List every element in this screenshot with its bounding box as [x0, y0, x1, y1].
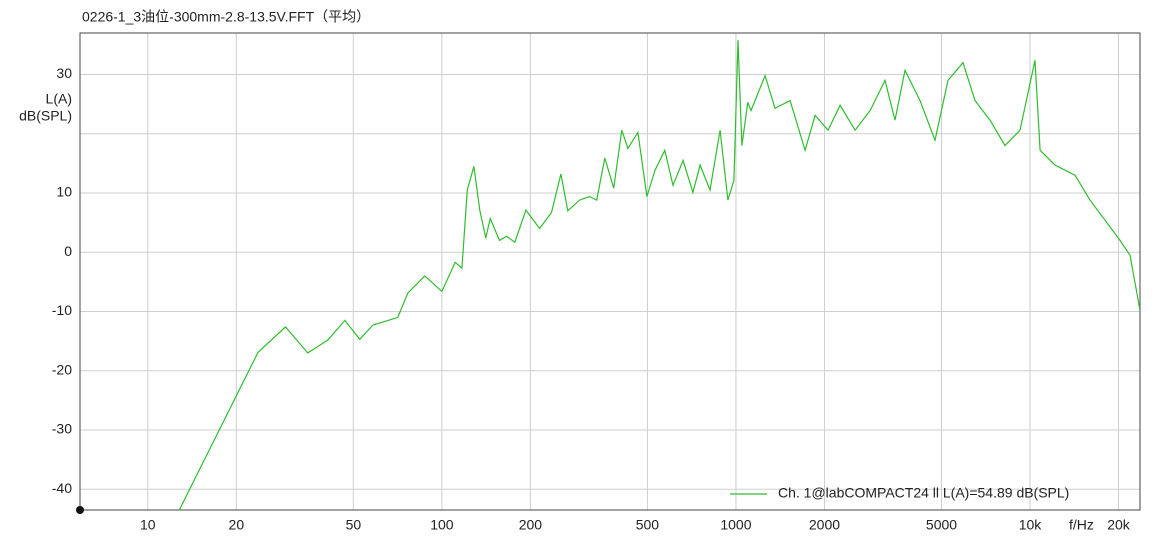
x-tick-label: 5000 — [926, 517, 957, 533]
y-tick-label: 0 — [64, 243, 72, 259]
x-tick-label: 500 — [636, 517, 660, 533]
y-axis-label: dB(SPL) — [19, 108, 72, 124]
x-axis-label: f/Hz — [1069, 517, 1094, 533]
legend-label: Ch. 1@labCOMPACT24 ll L(A)=54.89 dB(SPL) — [778, 485, 1069, 501]
x-tick-label: 2000 — [809, 517, 840, 533]
x-tick-label: 1000 — [720, 517, 751, 533]
y-axis-label: L(A) — [46, 91, 72, 107]
x-tick-label: 10k — [1019, 517, 1043, 533]
chart-title: 0226-1_3油位-300mm-2.8-13.5V.FFT（平均） — [82, 9, 370, 25]
x-tick-label: 50 — [346, 517, 362, 533]
y-tick-label: -20 — [52, 361, 72, 377]
x-tick-label: 20 — [229, 517, 245, 533]
y-tick-label: 10 — [56, 184, 72, 200]
x-tick-label: 10 — [140, 517, 156, 533]
y-tick-label: -40 — [52, 480, 72, 496]
x-tick-label: 100 — [430, 517, 454, 533]
origin-dot — [76, 506, 84, 514]
y-tick-label: -30 — [52, 421, 72, 437]
x-tick-label: 200 — [519, 517, 543, 533]
y-tick-label: -10 — [52, 302, 72, 318]
plot-frame — [79, 32, 1141, 511]
data-line — [178, 40, 1140, 510]
x-tick-label: 20k — [1107, 517, 1131, 533]
y-tick-label: 30 — [56, 65, 72, 81]
